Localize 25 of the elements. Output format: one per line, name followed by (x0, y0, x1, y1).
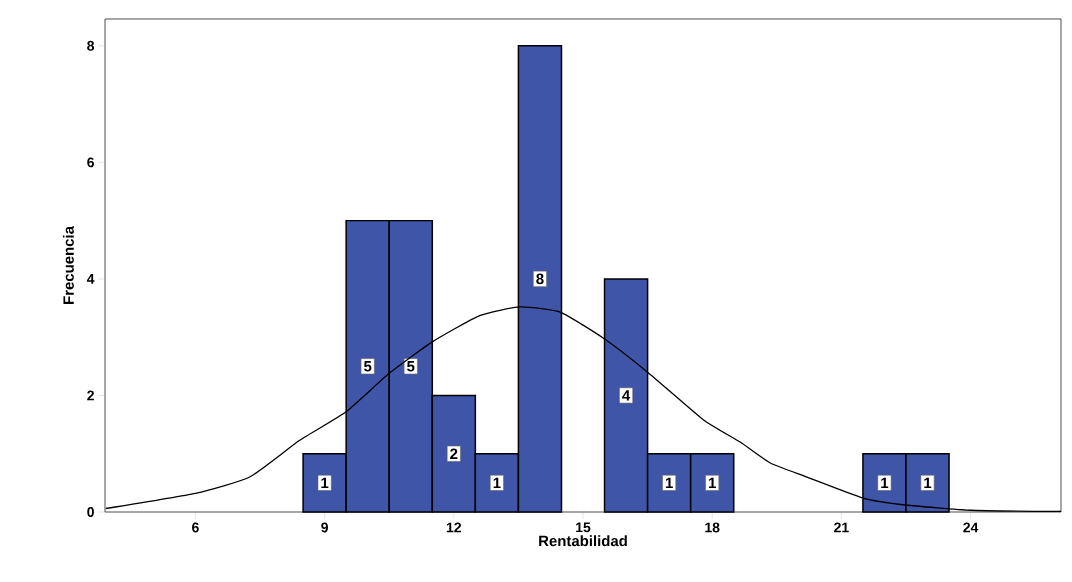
x-tick-label: 18 (705, 522, 720, 533)
x-tick-label: 21 (834, 522, 849, 533)
y-tick-label: 8 (87, 40, 95, 51)
y-tick-label: 2 (87, 390, 94, 401)
x-tick-label: 6 (192, 522, 199, 533)
data-label: 1 (708, 477, 716, 488)
x-tick-label: 24 (963, 522, 979, 533)
data-label: 1 (321, 477, 329, 488)
data-label: 5 (363, 361, 372, 372)
data-label: 1 (924, 477, 932, 488)
y-axis-title: Frecuencia (62, 225, 74, 304)
y-tick-label: 6 (87, 157, 94, 168)
x-axis-title: Rentabilidad (539, 535, 627, 547)
data-label: 1 (881, 477, 889, 488)
data-label: 8 (536, 273, 544, 285)
data-label: 2 (450, 448, 458, 459)
data-label: 1 (665, 477, 673, 488)
y-tick-label: 4 (86, 274, 95, 284)
data-label: 5 (407, 361, 415, 372)
y-tick-label: 0 (87, 507, 94, 517)
data-label: 4 (622, 390, 631, 401)
x-tick-label: 9 (321, 522, 328, 533)
data-label: 1 (493, 477, 501, 488)
x-tick-label: 15 (576, 522, 591, 533)
x-tick-label: 12 (446, 522, 462, 533)
